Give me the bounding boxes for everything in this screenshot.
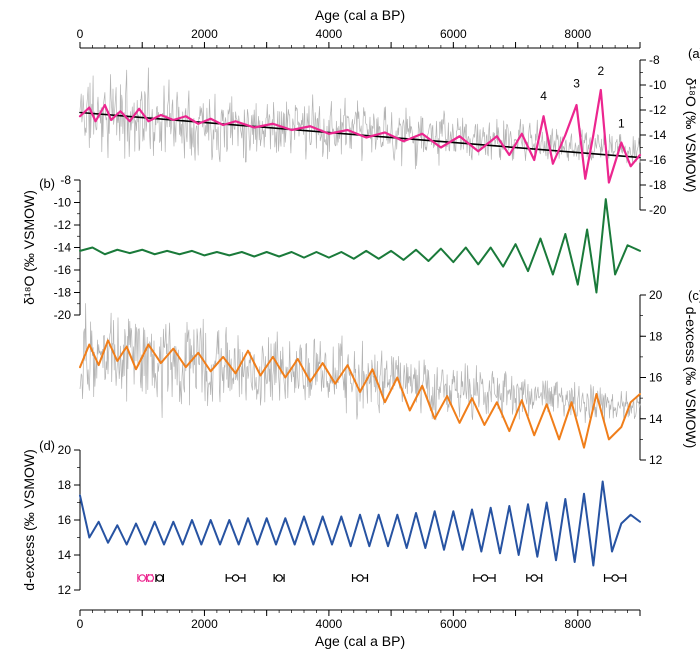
panel-tag: (c) — [688, 288, 700, 303]
chart-svg: 0 2000 4000 6000 8000 Age (cal a BP) 0 2000 4000… — [0, 0, 700, 650]
x-axis-label: Age (cal a BP) — [315, 7, 405, 23]
y-tick-label: 20 — [58, 443, 72, 457]
peak-label: 4 — [540, 89, 547, 103]
y-axis-label-b: δ¹⁸O (‰ VSMOW) — [21, 190, 37, 305]
age-marker-point — [147, 575, 153, 581]
y-tick-label: 12 — [649, 453, 663, 467]
y-tick-label: -8 — [60, 173, 71, 187]
age-marker-point — [531, 575, 537, 581]
x-axis-label: Age (cal a BP) — [315, 633, 405, 649]
y-tick-label: -16 — [54, 263, 72, 277]
x-tick-label: 8000 — [564, 27, 591, 41]
y-tick-label: -18 — [649, 178, 667, 192]
y-tick-label: 20 — [649, 288, 663, 302]
peak-label: 1 — [618, 117, 625, 131]
y-tick-label: 16 — [58, 513, 72, 527]
x-tick-label: 6000 — [440, 27, 467, 41]
peak-label: 3 — [573, 77, 580, 91]
series-d — [80, 482, 640, 566]
panel-tag: (a) — [688, 46, 700, 61]
y-tick-label: -16 — [649, 153, 667, 167]
y-tick-label: -12 — [54, 218, 72, 232]
y-tick-label: 14 — [58, 548, 72, 562]
age-marker-point — [612, 575, 618, 581]
x-tick-label: 4000 — [316, 617, 343, 631]
age-marker-point — [357, 575, 363, 581]
y-tick-label: 18 — [649, 329, 663, 343]
age-marker-point — [232, 575, 238, 581]
x-tick-label: 0 — [77, 27, 84, 41]
x-tick-label: 8000 — [564, 617, 591, 631]
y-tick-label: -12 — [649, 103, 667, 117]
x-tick-label: 4000 — [316, 27, 343, 41]
y-tick-label: -10 — [54, 196, 72, 210]
panel-tag: (d) — [39, 438, 55, 453]
age-marker-point — [481, 575, 487, 581]
y-axis-label-c: d-excess (‰ VSMOW) — [683, 307, 699, 449]
y-tick-label: 14 — [649, 412, 663, 426]
age-marker-point — [276, 575, 282, 581]
y-tick-label: -20 — [649, 203, 667, 217]
panel-tag: (b) — [39, 176, 55, 191]
y-tick-label: -20 — [54, 308, 72, 322]
peak-label: 2 — [597, 64, 604, 78]
x-tick-label: 0 — [77, 617, 84, 631]
y-axis-label-d: d-excess (‰ VSMOW) — [21, 449, 37, 591]
chart-root: 0 2000 4000 6000 8000 Age (cal a BP) 0 2000 4000… — [0, 0, 700, 650]
series-b — [80, 199, 640, 292]
y-tick-label: 18 — [58, 478, 72, 492]
y-tick-label: -10 — [649, 78, 667, 92]
age-marker-point — [156, 575, 162, 581]
y-tick-label: -18 — [54, 286, 72, 300]
y-tick-label: -14 — [54, 241, 72, 255]
x-tick-label: 6000 — [440, 617, 467, 631]
series-c_raw — [80, 304, 640, 423]
series-a_raw — [80, 68, 640, 169]
x-tick-label: 2000 — [191, 617, 218, 631]
age-marker-point — [139, 575, 145, 581]
y-axis-label-a: δ¹⁸O (‰ VSMOW) — [683, 78, 699, 193]
y-tick-label: -8 — [649, 53, 660, 67]
y-tick-label: -14 — [649, 128, 667, 142]
x-tick-label: 2000 — [191, 27, 218, 41]
y-tick-label: 16 — [649, 371, 663, 385]
y-tick-label: 12 — [58, 583, 72, 597]
